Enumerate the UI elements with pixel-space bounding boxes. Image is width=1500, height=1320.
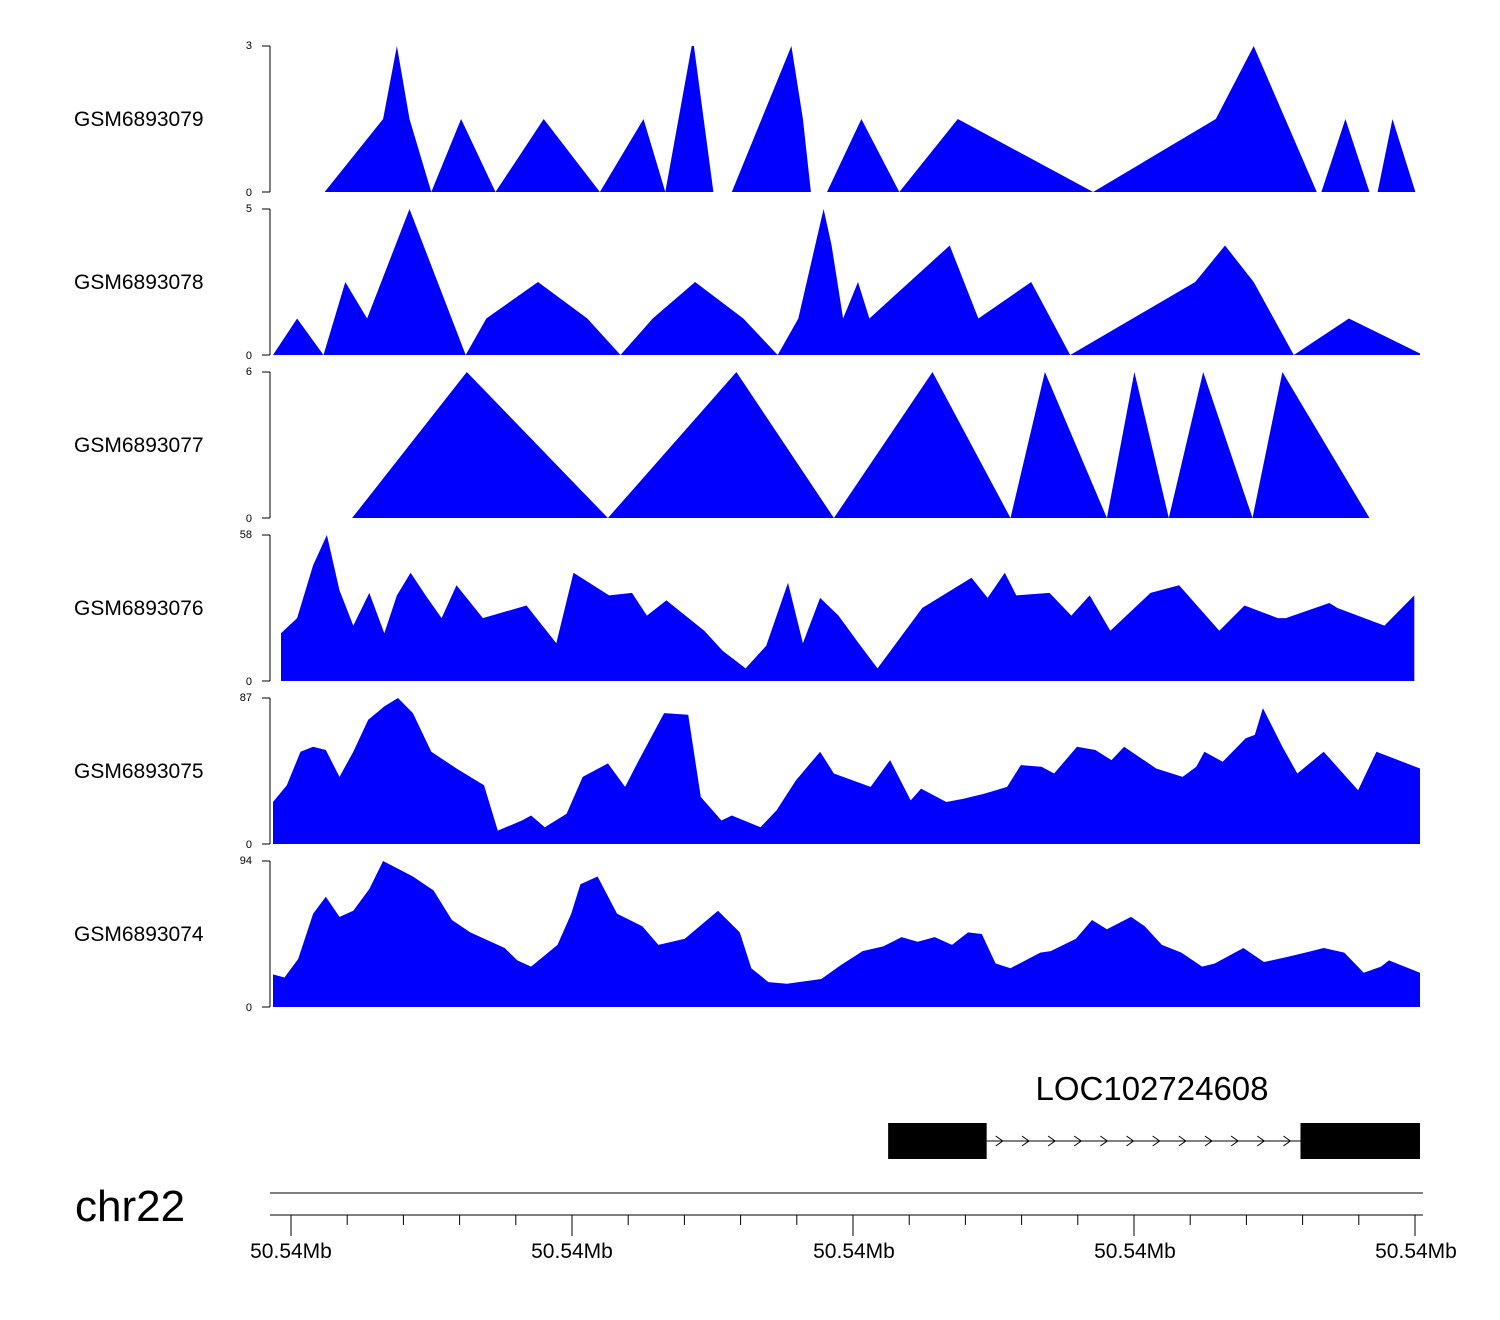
coverage-area	[352, 372, 1370, 518]
y-tick-label-max: 58	[240, 529, 252, 541]
y-tick-label-max: 5	[246, 203, 252, 215]
track-label: GSM6893077	[74, 434, 204, 457]
chromosome-label: chr22	[75, 1182, 185, 1231]
track-label: GSM6893076	[74, 597, 204, 620]
genome-tick-label: 50.54Mb	[1375, 1240, 1457, 1263]
y-tick-label-max: 6	[246, 366, 252, 378]
genome-tick-label: 50.54Mb	[1094, 1240, 1176, 1263]
track-label: GSM6893074	[74, 923, 204, 946]
coverage-area	[281, 535, 1415, 681]
y-tick-label-min: 0	[246, 839, 252, 851]
strand-arrow	[1204, 1135, 1213, 1147]
y-tick-label-min: 0	[246, 1002, 252, 1014]
genome-tick-label: 50.54Mb	[250, 1240, 332, 1263]
track-GSM6893075: GSM6893075 87 0	[74, 692, 1420, 851]
genome-tick-label: 50.54Mb	[813, 1240, 895, 1263]
strand-arrow	[1256, 1135, 1266, 1147]
strand-arrow	[1230, 1135, 1239, 1147]
coverage-area	[273, 698, 1420, 844]
exon-1	[888, 1123, 987, 1159]
coverage-tracks: GSM689307930GSM689307850GSM689307760GSM6…	[74, 40, 1420, 1014]
track-GSM6893079: GSM6893079 3 0	[74, 40, 1416, 199]
track-label: GSM6893075	[74, 760, 204, 783]
track-label: GSM6893078	[74, 271, 204, 294]
y-tick-label-min: 0	[246, 676, 252, 688]
y-tick-label-min: 0	[246, 187, 252, 199]
coverage-area	[273, 209, 1420, 355]
coverage-area	[324, 46, 1416, 192]
strand-arrow	[1283, 1135, 1292, 1147]
y-tick-label-min: 0	[246, 513, 252, 525]
exon-2	[1300, 1123, 1420, 1159]
strand-arrow	[1021, 1135, 1030, 1147]
strand-arrow	[1100, 1135, 1109, 1147]
y-tick-label-max: 94	[240, 855, 252, 867]
strand-arrow	[1126, 1135, 1135, 1147]
strand-arrow	[1073, 1135, 1083, 1147]
track-GSM6893076: GSM6893076 58 0	[74, 529, 1415, 688]
y-tick-label-max: 3	[246, 40, 252, 52]
gene-label: LOC102724608	[1035, 1070, 1268, 1107]
track-GSM6893078: GSM6893078 5 0	[74, 203, 1420, 362]
strand-arrow	[1047, 1135, 1056, 1147]
coverage-area	[273, 861, 1420, 1007]
genome-axis: chr22 50.54Mb 50.54Mb 50.54Mb 50.54Mb 50.54M…	[75, 1182, 1457, 1263]
y-tick-label-max: 87	[240, 692, 252, 704]
track-label: GSM6893079	[74, 108, 204, 131]
track-GSM6893077: GSM6893077 6 0	[74, 366, 1370, 525]
gene-annotation-track: LOC102724608	[888, 1070, 1420, 1159]
strand-arrow	[1178, 1135, 1187, 1147]
strand-arrow	[1152, 1135, 1161, 1147]
genome-tick-label: 50.54Mb	[531, 1240, 613, 1263]
y-tick-label-min: 0	[246, 350, 252, 362]
strand-arrow	[995, 1135, 1004, 1147]
track-GSM6893074: GSM6893074 94 0	[74, 855, 1420, 1014]
